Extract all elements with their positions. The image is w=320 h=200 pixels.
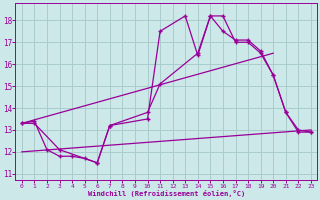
X-axis label: Windchill (Refroidissement éolien,°C): Windchill (Refroidissement éolien,°C) — [88, 190, 245, 197]
